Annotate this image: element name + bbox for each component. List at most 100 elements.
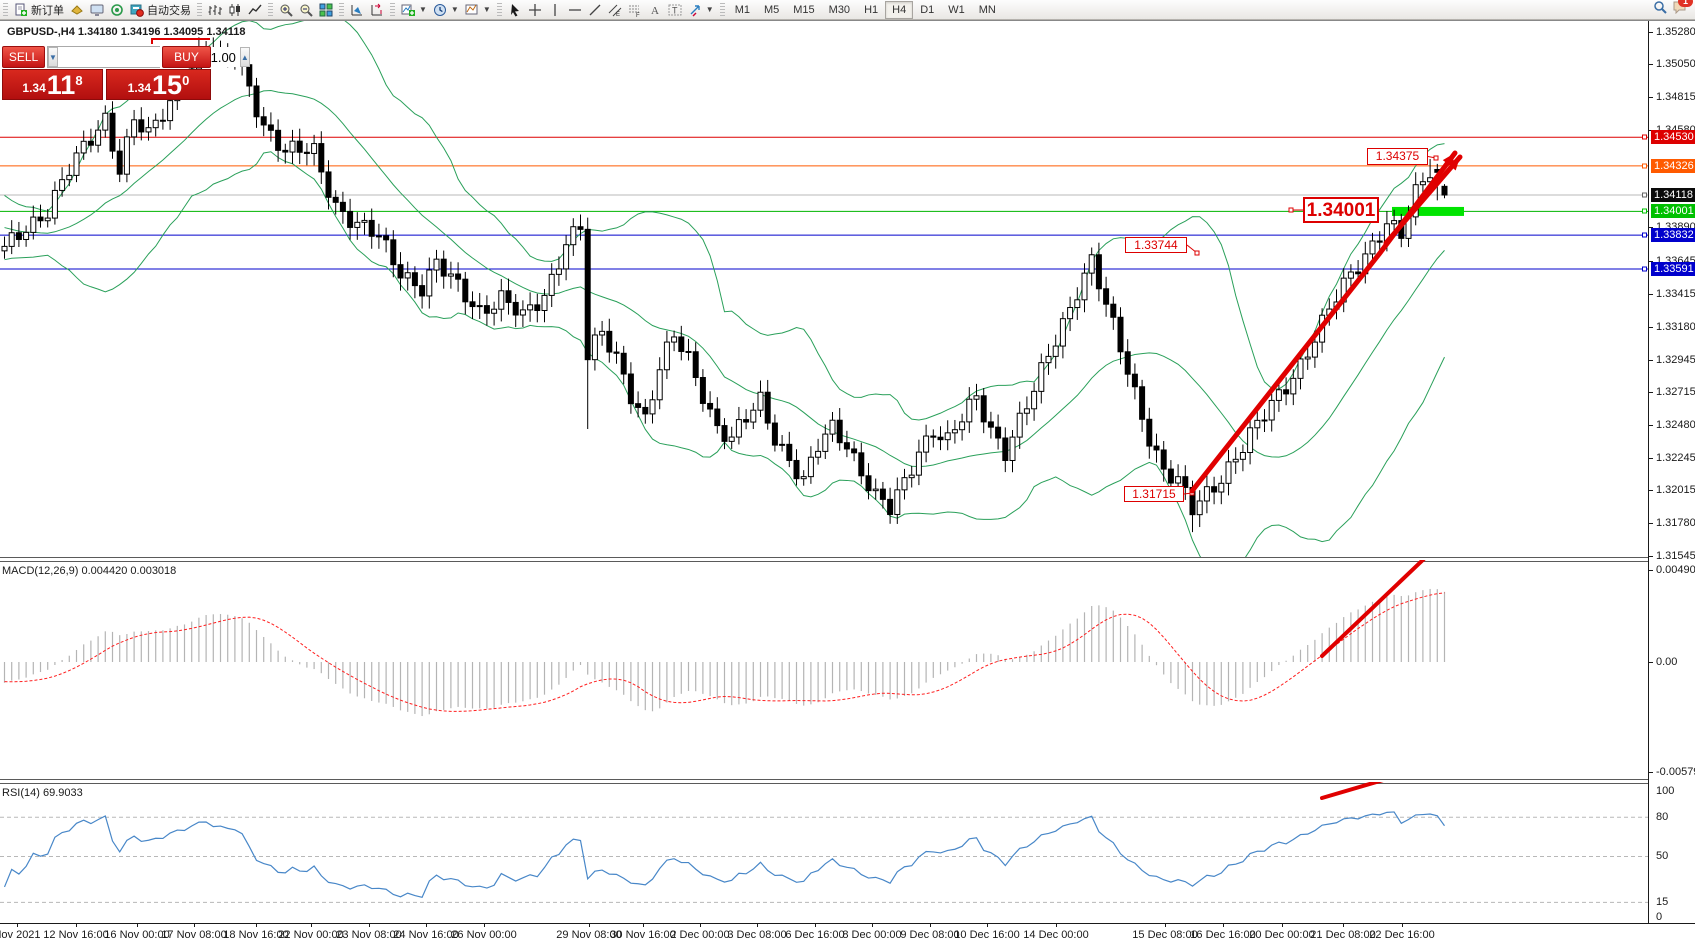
arrows-button[interactable]: ▼ [685, 1, 717, 19]
candlestick-series[interactable] [1, 37, 1448, 533]
line-chart-button[interactable] [245, 1, 265, 19]
volume-decrease-button[interactable]: ▼ [48, 47, 58, 67]
axis-price-label-1.33832[interactable]: 1.33832 [1651, 228, 1695, 243]
cursor-button[interactable] [505, 1, 525, 19]
zoom-in-button[interactable] [276, 1, 296, 19]
candle-body [743, 419, 750, 423]
auto-scroll-icon [350, 3, 364, 17]
candle-body [786, 443, 793, 461]
timeframe-d1[interactable]: D1 [920, 3, 935, 16]
price-tick-label: 1.32015 [1656, 484, 1695, 497]
candle-body [476, 305, 483, 308]
candle-body [1203, 486, 1210, 502]
sell-price-display[interactable]: 1.34 11 8 [2, 69, 103, 100]
callout-anchor[interactable] [1433, 155, 1439, 161]
trendline-button[interactable] [585, 1, 605, 19]
buy-button[interactable]: BUY [162, 46, 211, 68]
terminal-button[interactable] [87, 1, 107, 19]
candlestick-chart-button[interactable] [225, 1, 245, 19]
price-tick-label: 1.33415 [1656, 287, 1695, 300]
chart-shift-button[interactable] [367, 1, 387, 19]
candle-body [289, 140, 296, 153]
trend-arrow[interactable] [1383, 154, 1463, 246]
axis-price-label-1.34530[interactable]: 1.34530 [1651, 130, 1695, 145]
bar-chart-button[interactable] [205, 1, 225, 19]
candle-body [1247, 427, 1254, 454]
history-center-button[interactable] [67, 1, 87, 19]
rsi-panel[interactable] [0, 782, 1648, 923]
candle-body [923, 435, 930, 453]
equidistant-channel-button[interactable]: E [605, 1, 625, 19]
candle-body [145, 127, 152, 133]
trend-arrow[interactable] [1189, 150, 1458, 494]
callout-anchor[interactable] [1194, 250, 1200, 256]
price-callout-1.34375[interactable]: 1.34375 [1367, 148, 1428, 165]
chevron-down-icon[interactable]: ▼ [705, 5, 714, 14]
volume-input[interactable] [57, 47, 240, 67]
signals-button[interactable] [107, 1, 127, 19]
callout-anchor[interactable] [1288, 207, 1294, 213]
axis-price-label-1.34001[interactable]: 1.34001 [1651, 204, 1695, 219]
candle-body [879, 488, 886, 500]
candle-body [123, 136, 130, 175]
candle-body [332, 196, 339, 203]
buy-price-display[interactable]: 1.34 15 0 [106, 69, 211, 100]
timeframe-m15[interactable]: M15 [793, 3, 815, 16]
axis-label-connector [1642, 192, 1647, 198]
auto-scroll-button[interactable] [347, 1, 367, 19]
crosshair-button[interactable] [525, 1, 545, 19]
trend-arrow[interactable] [1320, 560, 1448, 658]
text-button[interactable]: A [645, 1, 665, 19]
candle-body [764, 391, 771, 424]
timeframe-m1[interactable]: M1 [734, 3, 750, 16]
horizontal-line-button[interactable] [565, 1, 585, 19]
timeframe-h4[interactable]: H4 [885, 0, 914, 19]
chevron-down-icon[interactable]: ▼ [450, 5, 459, 14]
price-callout-1.34001[interactable]: 1.34001 [1303, 197, 1379, 223]
text-label-button[interactable]: T [665, 1, 685, 19]
timeframe-m5[interactable]: M5 [763, 3, 780, 16]
timeframe-h1[interactable]: H1 [864, 3, 879, 16]
fibonacci-button[interactable]: F [625, 1, 645, 19]
red-rectangle-fragment[interactable] [151, 38, 210, 44]
tile-windows-button[interactable] [316, 1, 336, 19]
trend-arrow[interactable] [1320, 782, 1448, 800]
indicators-button[interactable]: ▼ [398, 1, 430, 19]
sell-button[interactable]: SELL [2, 46, 45, 68]
price-callout-1.33744[interactable]: 1.33744 [1125, 237, 1187, 253]
panel-divider-macd[interactable] [0, 557, 1695, 562]
timeframe-m30[interactable]: M30 [828, 3, 851, 16]
time-tick [872, 924, 873, 927]
axis-price-label-1.34326[interactable]: 1.34326 [1651, 158, 1695, 173]
price-tick [1649, 64, 1653, 66]
price-callout-1.31715[interactable]: 1.31715 [1124, 486, 1184, 502]
candle-body [829, 419, 836, 435]
price-tick [1649, 523, 1653, 525]
timeframe-mn[interactable]: MN [978, 3, 996, 16]
candle-body [1355, 271, 1362, 275]
chevron-down-icon[interactable]: ▼ [482, 5, 491, 14]
zoom-out-button[interactable] [296, 1, 316, 19]
chevron-down-icon[interactable]: ▼ [419, 5, 427, 14]
periods-button[interactable]: ▼ [430, 1, 462, 19]
price-chart-panel[interactable] [0, 21, 1648, 557]
price-axis[interactable]: 1.352801.350501.348151.345801.338901.336… [1642, 21, 1695, 923]
axis-price-label-1.34118[interactable]: 1.34118 [1651, 188, 1695, 203]
axis-price-label-1.33591[interactable]: 1.33591 [1651, 261, 1695, 276]
support-zone-highlight[interactable] [1392, 206, 1464, 216]
macd-panel[interactable] [0, 560, 1648, 779]
autotrading-button[interactable]: 自动交易 [127, 1, 194, 19]
volume-increase-button[interactable]: ▲ [239, 47, 250, 67]
candle-body [1441, 185, 1448, 196]
panel-divider-rsi[interactable] [0, 779, 1695, 784]
autotrading-icon [130, 3, 144, 17]
templates-button[interactable]: ▼ [462, 1, 494, 19]
timeframe-w1[interactable]: W1 [948, 3, 965, 16]
rsi-axis-label: 50 [1656, 850, 1669, 862]
notifications-icon[interactable]: 1 [1673, 0, 1693, 19]
new-order-button[interactable]: 新订单 [11, 1, 67, 19]
vertical-line-button[interactable] [545, 1, 565, 19]
bar-chart-icon [208, 3, 222, 17]
search-icon[interactable] [1653, 0, 1667, 19]
